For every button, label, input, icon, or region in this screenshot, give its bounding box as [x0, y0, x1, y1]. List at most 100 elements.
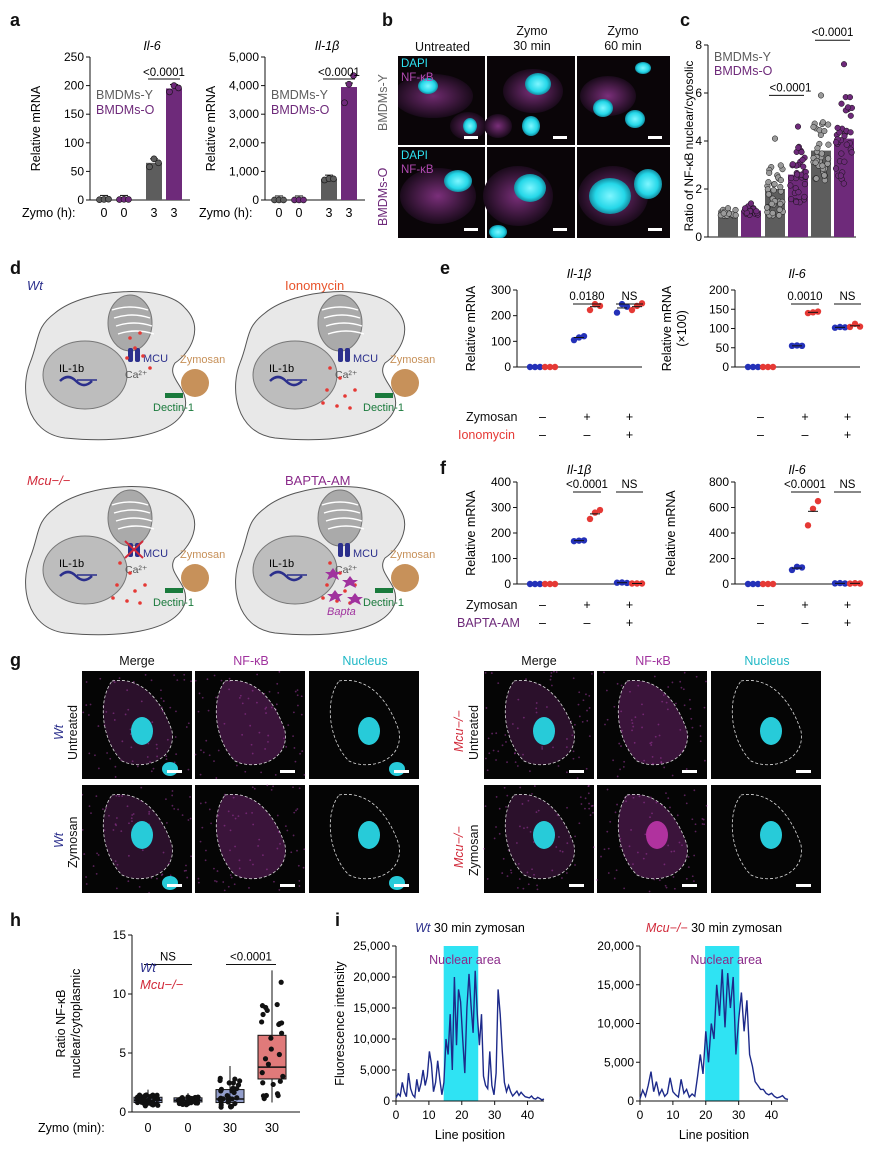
speckle: [505, 741, 507, 743]
condition-sign: –: [757, 616, 764, 630]
speckle: [171, 790, 174, 792]
x-tick-label: 0: [101, 206, 108, 220]
cristae: [323, 509, 361, 514]
legend-mcu: Mcu−/−: [140, 977, 184, 992]
speckle: [522, 716, 525, 719]
speckle: [237, 815, 240, 818]
y-tick-label: 5: [119, 1046, 126, 1060]
speckle: [244, 713, 247, 715]
speckle: [619, 768, 621, 771]
speckle: [199, 773, 202, 776]
speckle: [264, 707, 267, 710]
speckle: [652, 762, 654, 765]
speckle: [150, 679, 153, 682]
g-row-wt-untreated-genotype: Wt: [52, 724, 66, 740]
scale-bar: [280, 770, 295, 773]
speckle: [695, 675, 698, 678]
speckle: [173, 674, 176, 677]
data-point: [268, 1035, 274, 1041]
condition-sign: –: [757, 428, 764, 442]
speckle: [115, 794, 118, 797]
speckle: [590, 805, 593, 807]
data-point: [838, 100, 845, 107]
speckle: [151, 721, 154, 724]
y-axis-label: Relative mRNA: [204, 85, 218, 171]
data-point: [795, 189, 802, 196]
speckle: [256, 701, 258, 704]
g-right-col-merge: Merge: [521, 654, 557, 668]
speckle: [673, 850, 676, 853]
ef-condition-signs: – + + – – + – + + – – + – + + – – + – + + – – +: [539, 410, 851, 630]
data-point: [856, 323, 864, 330]
speckle: [687, 855, 690, 858]
data-point: [769, 580, 777, 588]
speckle: [169, 706, 172, 709]
bar: [166, 88, 182, 200]
speckle: [229, 849, 231, 852]
speckle: [294, 760, 297, 763]
data-point: [155, 1102, 161, 1108]
speckle: [651, 812, 653, 815]
data-point: [218, 1088, 224, 1094]
speckle: [703, 759, 706, 762]
speckle: [523, 827, 525, 830]
data-point: [531, 363, 539, 371]
speckle: [571, 734, 574, 737]
panel-letter-b: b: [382, 10, 393, 30]
x-tick-label: 20: [699, 1108, 713, 1122]
pvalue-label: <0.0001: [770, 82, 812, 94]
speckle: [614, 811, 617, 814]
speckle: [130, 746, 133, 749]
speckle: [287, 724, 290, 727]
speckle: [525, 678, 527, 681]
data-point: [794, 171, 801, 178]
speckle: [215, 777, 218, 779]
speckle: [703, 823, 706, 826]
speckle: [495, 759, 497, 761]
nucleus-signal: [533, 717, 555, 745]
y-tick-label: 0: [77, 193, 84, 207]
data-point: [804, 309, 812, 317]
y-tick-label: 0: [695, 230, 702, 244]
speckle: [529, 830, 532, 833]
speckle: [90, 812, 92, 815]
condition-sign: –: [539, 598, 546, 612]
chart-title: Il-6: [788, 267, 805, 281]
calcium-dot: [111, 596, 115, 600]
cristae: [117, 330, 155, 335]
data-point: [759, 580, 767, 588]
condition-sign: +: [626, 428, 633, 442]
speckle: [522, 753, 524, 756]
speckle: [215, 696, 218, 699]
speckle: [105, 710, 108, 713]
nucleus-signal: [760, 717, 782, 745]
scale-bar: [682, 884, 697, 887]
speckle: [210, 822, 212, 825]
g-row-wt-zymosan-condition: Zymosan: [66, 816, 80, 868]
speckle: [274, 773, 277, 776]
speckle: [632, 725, 635, 728]
nucleus-signal: [358, 821, 380, 849]
x-tick-label: 20: [455, 1108, 469, 1122]
speckle: [673, 887, 676, 890]
bar: [718, 213, 738, 237]
speckle: [497, 750, 500, 753]
speckle: [85, 883, 88, 885]
g-row-wt-zymosan-genotype: Wt: [52, 832, 66, 848]
y-axis-label: Relative mRNA: [464, 490, 478, 576]
data-point: [270, 1081, 276, 1088]
dna-icon: [59, 375, 93, 387]
speckle: [233, 883, 236, 886]
speckle: [576, 777, 579, 780]
speckle: [247, 697, 250, 700]
speckle: [241, 733, 244, 736]
pvalue-label: NS: [160, 952, 176, 964]
cristae: [113, 509, 151, 514]
cristae: [111, 501, 149, 506]
speckle: [613, 877, 616, 880]
speckle: [683, 794, 686, 797]
speckle: [293, 811, 296, 814]
speckle: [689, 707, 692, 710]
speckle: [95, 872, 98, 875]
il1b-label: IL-1b: [269, 363, 294, 375]
